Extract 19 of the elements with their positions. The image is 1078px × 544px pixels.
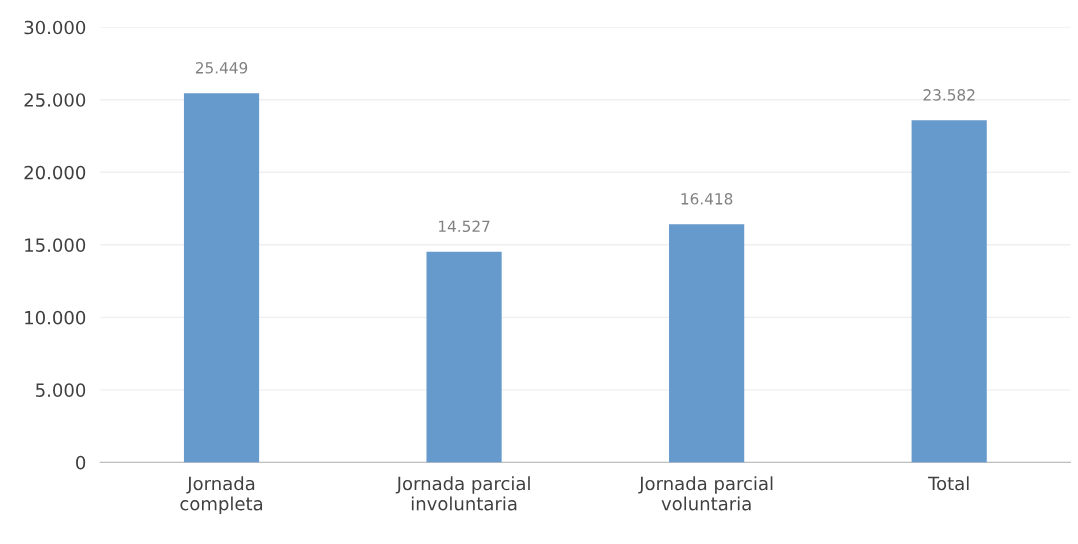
bar bbox=[426, 251, 502, 463]
x-tick-label: Jornada completa bbox=[180, 476, 263, 514]
bar bbox=[911, 120, 987, 463]
x-tick-label: Jornada parcial involuntaria bbox=[395, 476, 530, 511]
y-tick-label: 15.000 bbox=[25, 238, 86, 252]
bar bbox=[183, 93, 260, 463]
data-label: 16.418 bbox=[681, 193, 733, 205]
data-label: 23.582 bbox=[923, 89, 975, 101]
data-label: 25.449 bbox=[195, 62, 248, 74]
data-label: 14.527 bbox=[439, 220, 490, 233]
y-tick-label: 30.000 bbox=[24, 20, 86, 35]
x-tick-label: Jornada parcial voluntaria bbox=[638, 476, 773, 511]
y-tick-label: 10.000 bbox=[25, 310, 86, 325]
y-tick-label: 20.000 bbox=[24, 165, 86, 180]
bar bbox=[669, 224, 745, 463]
x-tick-label: Total bbox=[928, 476, 969, 491]
y-tick-label: 5.000 bbox=[36, 383, 86, 397]
y-tick-label: 0 bbox=[76, 455, 86, 470]
y-tick-label: 25.000 bbox=[24, 93, 86, 107]
